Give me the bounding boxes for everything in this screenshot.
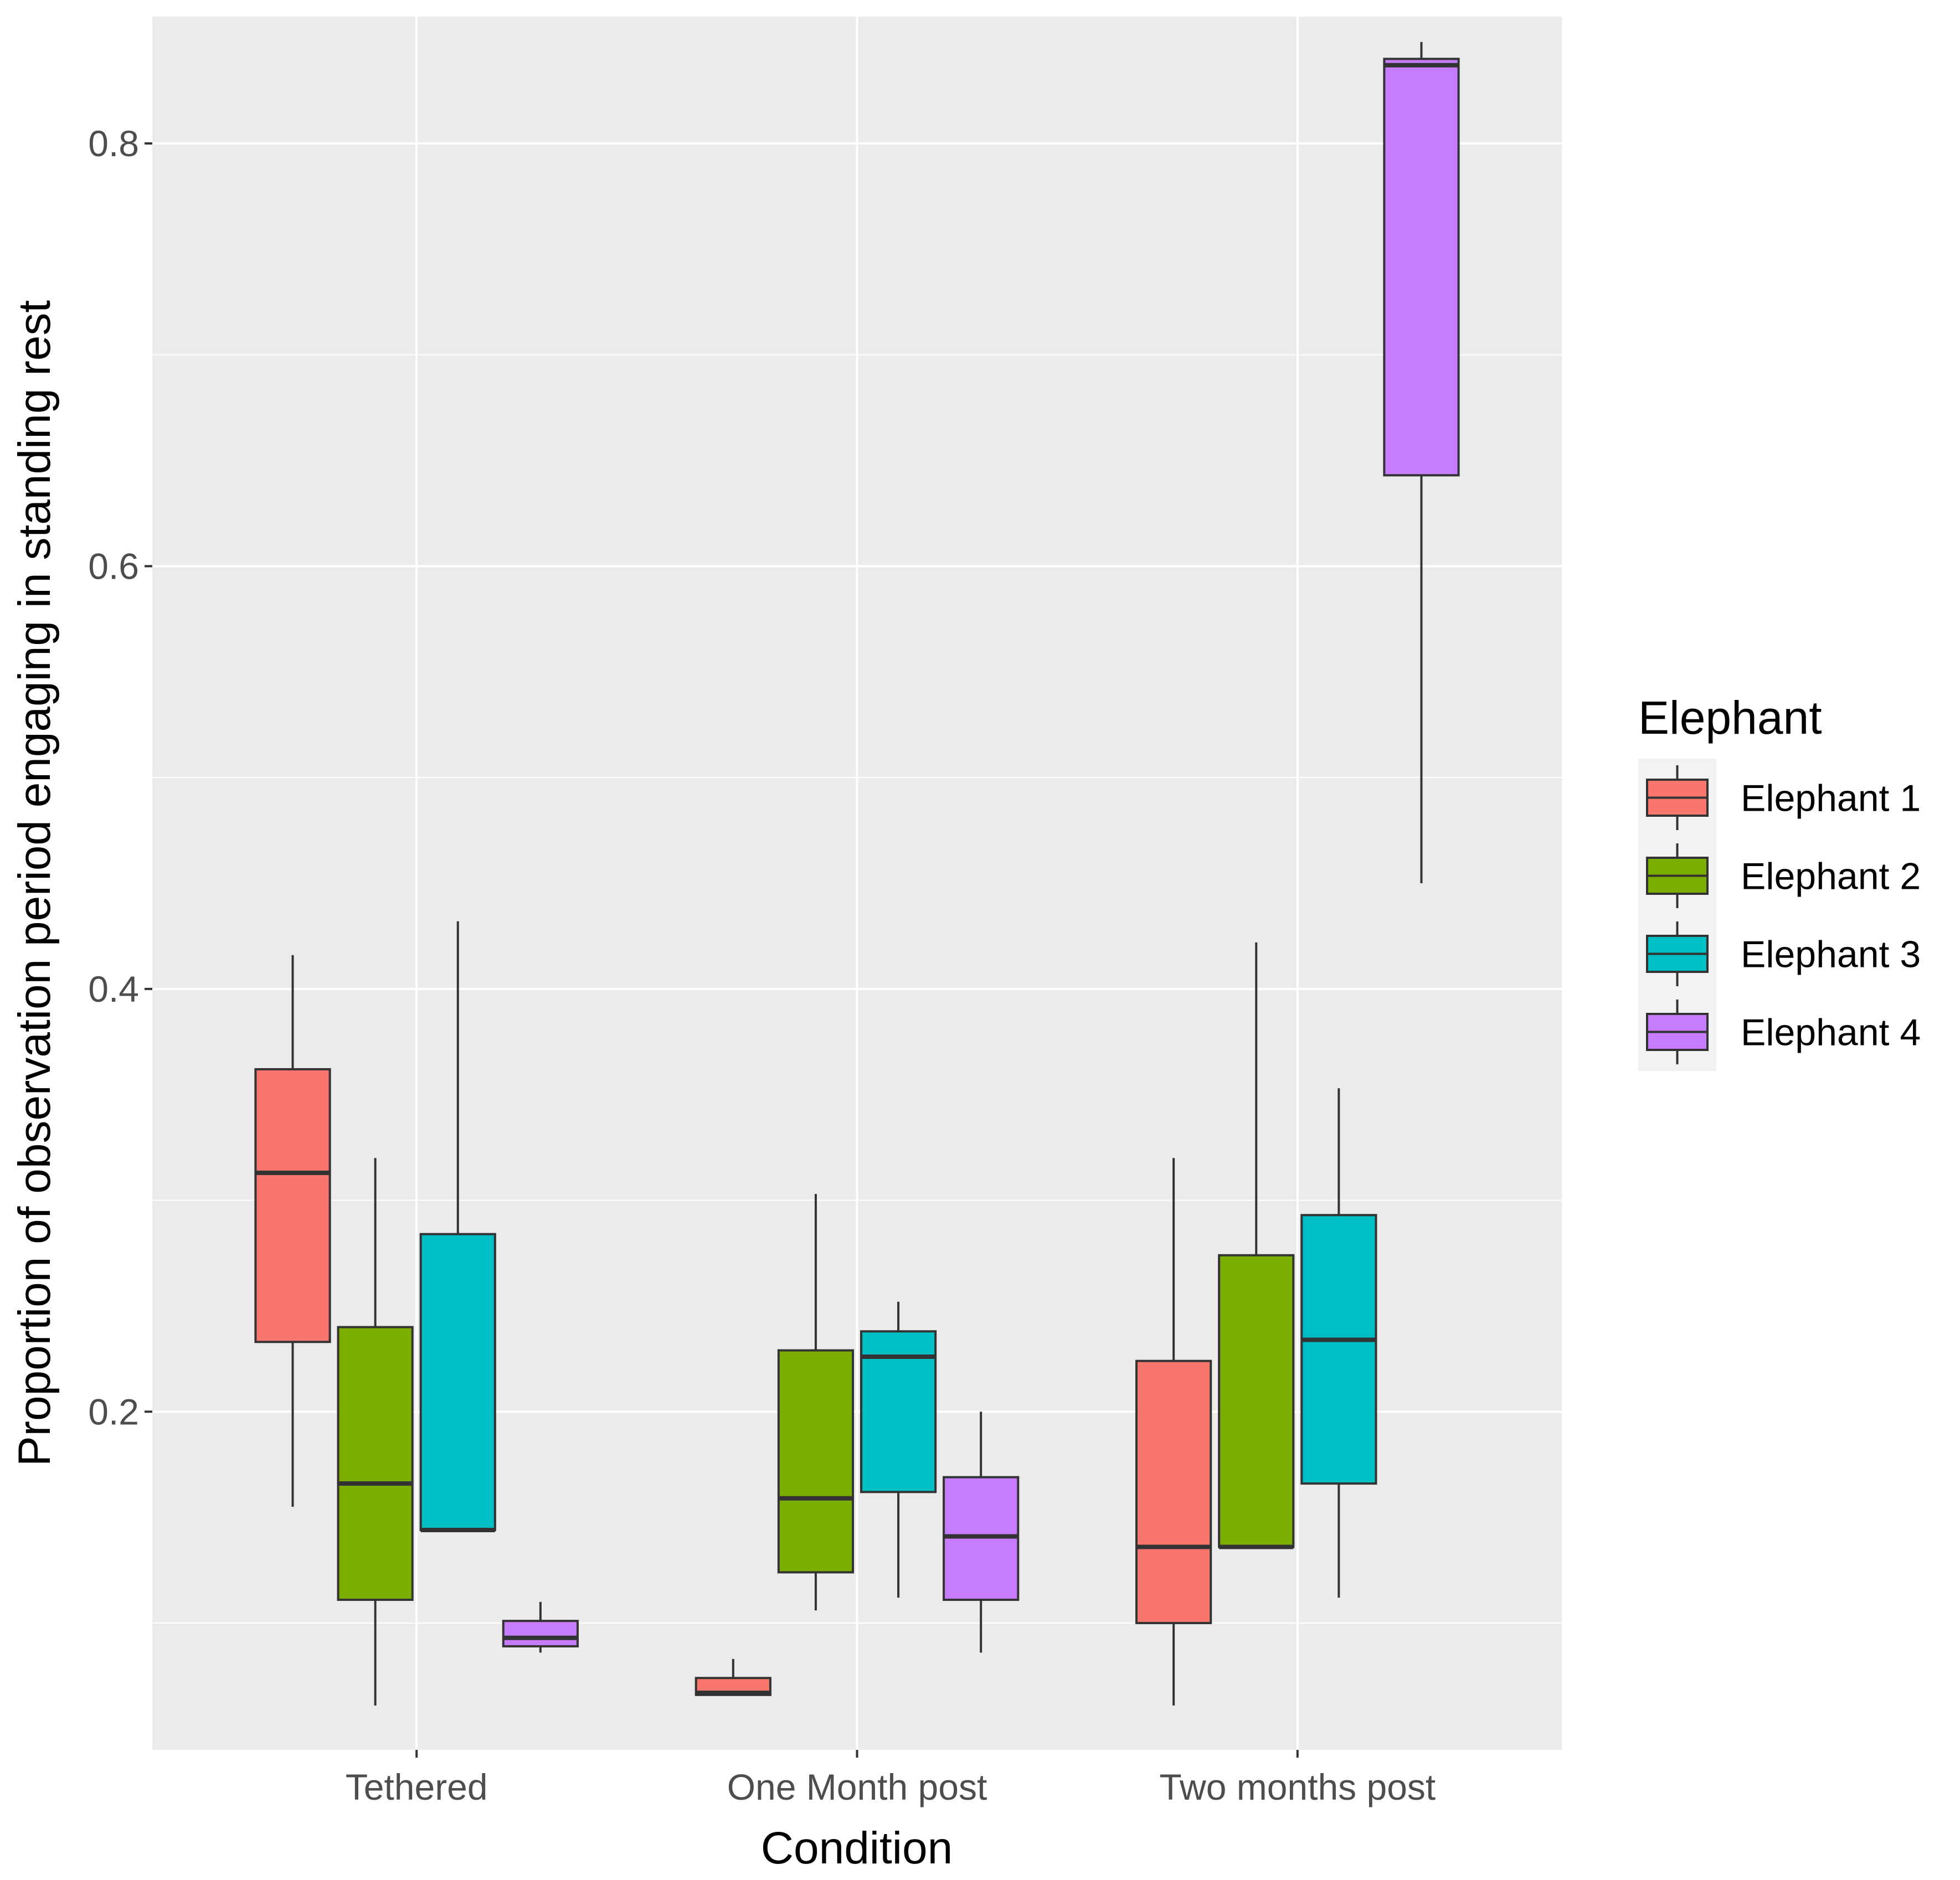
box-elephant-4-2 [1383, 42, 1460, 883]
legend-title: Elephant [1638, 692, 1822, 744]
box-elephant-2-2 [1218, 942, 1295, 1549]
box-elephant-1-2 [1135, 1158, 1212, 1706]
box-elephant-3-0 [419, 921, 496, 1533]
box-iqr [777, 1349, 855, 1574]
legend-label: Elephant 1 [1741, 777, 1921, 820]
box-elephant-4-1 [943, 1412, 1020, 1653]
y-axis: 0.2 0.4 0.6 0.8 [88, 123, 152, 1432]
box-iqr [502, 1620, 579, 1647]
box-iqr [1383, 58, 1460, 477]
legend-label: Elephant 4 [1741, 1012, 1921, 1054]
box-elephant-2-1 [777, 1194, 855, 1611]
x-tick-label: Two months post [1159, 1766, 1436, 1807]
box-elephant-1-0 [254, 955, 331, 1507]
x-axis-title: Condition [761, 1823, 953, 1873]
box-iqr [337, 1326, 414, 1601]
box-iqr [1218, 1254, 1295, 1548]
legend-item-2: Elephant 2 [1646, 843, 1921, 908]
grid-major [152, 17, 1562, 1750]
box-elephant-4-0 [502, 1601, 579, 1653]
y-tick-label: 0.8 [88, 123, 139, 164]
box-elephant-3-1 [860, 1301, 937, 1598]
legend: Elephant Elephant 1 Elephant 2 Elephant 3 E… [1638, 692, 1921, 1071]
x-tick-label: Tethered [346, 1766, 488, 1807]
legend-label: Elephant 3 [1741, 934, 1921, 976]
legend-item-1: Elephant 1 [1646, 765, 1921, 830]
y-tick-label: 0.4 [88, 969, 139, 1009]
legend-item-4: Elephant 4 [1646, 1000, 1921, 1064]
box-iqr [419, 1233, 496, 1532]
box-iqr [254, 1068, 331, 1343]
y-tick-label: 0.2 [88, 1391, 139, 1432]
y-tick-label: 0.6 [88, 545, 139, 586]
box-elephant-3-2 [1300, 1088, 1377, 1598]
x-tick-label: One Month post [727, 1766, 987, 1807]
legend-item-3: Elephant 3 [1646, 921, 1921, 986]
x-axis: Tethered One Month post Two months post [346, 1750, 1436, 1807]
box-elephant-2-0 [337, 1158, 414, 1706]
boxes-layer [254, 42, 1460, 1706]
box-iqr [1135, 1359, 1212, 1624]
box-elephant-1-1 [695, 1658, 771, 1696]
legend-label: Elephant 2 [1741, 856, 1921, 898]
y-axis-title: Proportion of observation period engagin… [9, 300, 60, 1466]
box-iqr [1300, 1214, 1377, 1485]
